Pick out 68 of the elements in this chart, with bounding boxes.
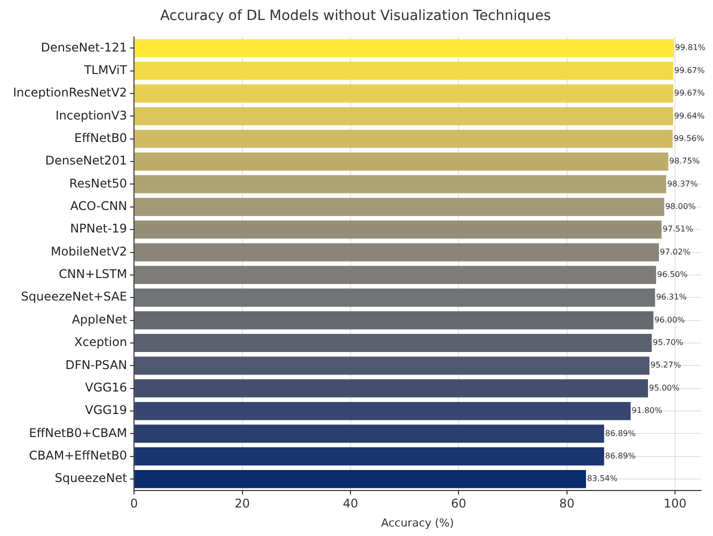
data-label: 99.67%	[674, 66, 706, 75]
y-tick-label: SqueezeNet+SAE	[21, 290, 128, 304]
bar	[134, 107, 674, 126]
x-tick-label: 80	[559, 496, 574, 511]
x-tick-label: 60	[451, 496, 466, 511]
x-tick-label: 100	[664, 496, 686, 511]
data-label: 98.75%	[669, 156, 700, 166]
data-label: 86.89%	[605, 451, 636, 460]
y-tick-label: ResNet50	[69, 176, 128, 190]
x-tick-label: 0	[130, 496, 138, 511]
y-tick-label: NPNet-19	[70, 222, 128, 236]
data-label: 99.56%	[674, 134, 705, 143]
y-tick-label: EffNetB0+CBAM	[29, 426, 128, 440]
data-label: 97.02%	[660, 247, 691, 256]
x-axis-title: Accuracy (%)	[381, 516, 454, 530]
bar	[134, 39, 674, 58]
y-tick-label: VGG16	[84, 380, 128, 394]
y-tick-label: DenseNet201	[45, 154, 128, 168]
y-tick-label: EffNetB0	[74, 130, 128, 145]
bar	[134, 402, 631, 420]
y-tick-label: ACO-CNN	[70, 199, 128, 214]
data-label: 99.81%	[675, 43, 706, 52]
data-label: 99.67%	[674, 88, 706, 98]
bar	[134, 470, 586, 488]
data-label: 95.27%	[650, 360, 682, 370]
data-label: 83.54%	[586, 474, 618, 484]
y-tick-label: VGG19	[84, 403, 128, 418]
bar	[134, 266, 656, 284]
y-tick-label: DFN-PSAN	[65, 358, 128, 372]
bar	[134, 311, 654, 330]
bar	[134, 220, 662, 239]
bar	[134, 130, 673, 148]
y-tick-label: MobileNetV2	[50, 244, 128, 258]
y-tick-label: AppleNet	[72, 312, 128, 326]
data-label: 98.37%	[667, 179, 698, 188]
bar	[134, 198, 664, 216]
y-tick-label: SqueezeNet	[54, 471, 128, 486]
y-tick-label: Xception	[74, 335, 128, 350]
bar	[134, 447, 604, 466]
data-label: 98.00%	[665, 202, 696, 211]
data-label: 97.51%	[662, 224, 694, 234]
bar	[134, 356, 650, 375]
data-label: 96.31%	[656, 292, 687, 302]
data-label: 95.70%	[652, 338, 684, 348]
bar	[134, 84, 674, 103]
data-label: 96.50%	[657, 270, 688, 280]
y-tick-label: DenseNet-121	[40, 40, 128, 54]
bar	[134, 62, 674, 80]
x-tick-label: 40	[342, 496, 358, 511]
data-label: 91.80%	[632, 406, 663, 416]
bar	[134, 243, 659, 262]
data-label: 96.00%	[654, 315, 686, 324]
data-label: 99.64%	[674, 111, 705, 120]
y-tick-label: InceptionResNetV2	[12, 86, 128, 100]
bar	[134, 152, 668, 171]
data-label: 86.89%	[605, 428, 636, 438]
y-tick-label: CBAM+EffNetB0	[29, 448, 128, 463]
y-tick-label: CNN+LSTM	[58, 267, 128, 282]
bar	[134, 379, 648, 398]
y-tick-label: TLMViT	[83, 62, 128, 77]
x-tick-label: 20	[234, 496, 250, 511]
data-label: 95.00%	[648, 383, 680, 392]
bar	[134, 424, 604, 443]
y-tick-label: InceptionV3	[55, 108, 128, 122]
bar	[134, 288, 656, 307]
bar	[134, 334, 652, 352]
bar	[134, 175, 666, 194]
chart-title: Accuracy of DL Models without Visualization Techniques	[160, 8, 551, 24]
